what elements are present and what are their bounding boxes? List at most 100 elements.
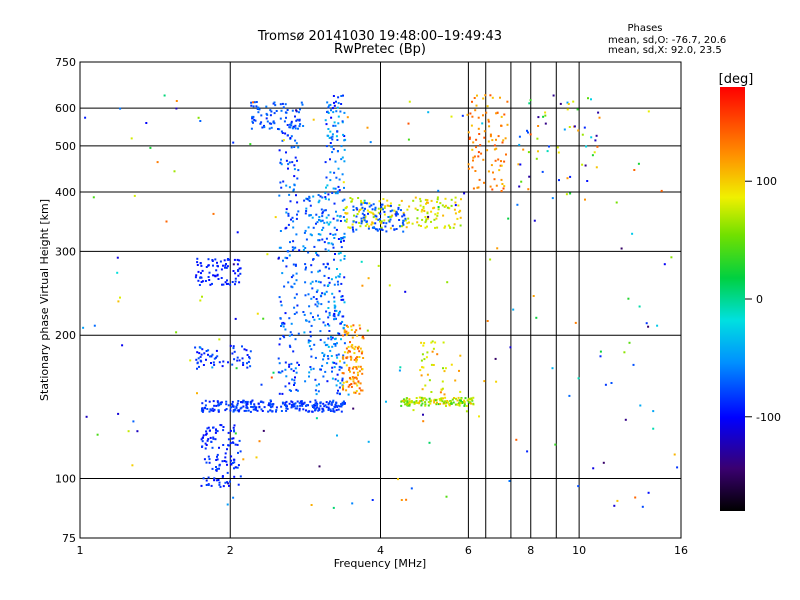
data-point [175,100,178,102]
data-point [321,219,324,222]
data-point [346,333,349,335]
data-point [335,402,338,404]
data-point [527,151,530,154]
data-point [445,405,447,407]
data-point [349,197,352,199]
data-point [487,170,490,173]
data-point [285,265,288,268]
data-point [338,368,341,371]
data-point [221,460,224,463]
data-point [218,481,221,484]
data-point [343,255,346,257]
data-point [343,301,346,304]
data-point [317,302,320,305]
data-point [355,207,358,209]
data-point [295,119,298,122]
data-point [405,498,408,501]
colorbar-tick-label: -100 [756,411,781,424]
data-point [225,263,227,265]
data-point [454,204,457,207]
data-point [309,340,312,342]
data-point [428,397,431,400]
data-point [319,330,322,333]
data-point [633,169,636,171]
data-point [615,201,618,204]
data-point [205,358,207,361]
data-point [309,312,312,315]
data-point [117,300,120,303]
data-point [226,463,228,466]
chart-title: Tromsø 20141030 19:48:00–19:49:43 [257,29,502,44]
data-point [340,366,343,369]
data-point [246,407,249,409]
data-point [388,220,391,223]
data-point [425,219,428,222]
data-point [310,234,313,237]
data-point [500,164,503,167]
data-point [308,345,311,348]
data-point [352,209,355,211]
data-point [292,240,295,243]
data-point [332,95,335,97]
data-point [294,376,296,379]
data-point [318,465,321,468]
data-point [577,129,580,132]
data-point [336,190,339,193]
data-point [409,401,412,404]
data-point [375,215,378,218]
data-point [415,401,418,404]
data-point [433,399,436,402]
data-point [470,397,473,400]
data-point [234,272,237,275]
data-point [209,429,211,432]
data-point [288,334,291,337]
data-point [286,109,289,111]
data-point [331,401,334,404]
data-point [257,106,260,109]
data-point [298,409,301,412]
data-point [292,263,295,266]
data-point [343,135,346,137]
data-point [319,401,322,404]
data-point [566,108,569,111]
data-point [263,124,265,127]
data-point [230,459,232,462]
data-point [323,209,326,212]
data-point [355,367,358,370]
data-point [234,277,237,280]
data-point [402,223,405,226]
data-point [292,188,295,191]
data-point [231,352,234,355]
data-point [337,353,340,356]
data-point [311,287,314,290]
data-point [285,184,288,187]
data-point [395,214,398,217]
data-point [305,409,307,412]
data-point [327,300,330,303]
data-point [225,460,228,463]
data-point [351,346,354,349]
data-point [269,114,272,117]
data-point [384,205,387,208]
data-point [453,223,456,226]
data-point [516,203,519,206]
data-point [308,305,311,308]
data-point [323,274,326,277]
data-point [304,229,307,232]
data-point [332,410,335,413]
data-point [352,220,355,223]
data-point [267,410,270,413]
data-point [416,209,419,211]
data-point [285,226,288,229]
data-point [250,402,252,405]
data-point [355,377,358,380]
data-point [333,312,336,315]
data-point [308,371,311,374]
data-point [475,104,478,107]
data-point [363,219,366,222]
data-point [133,194,136,197]
data-point [216,458,219,461]
data-point [368,211,371,214]
data-point [298,249,301,252]
data-point [288,123,291,126]
